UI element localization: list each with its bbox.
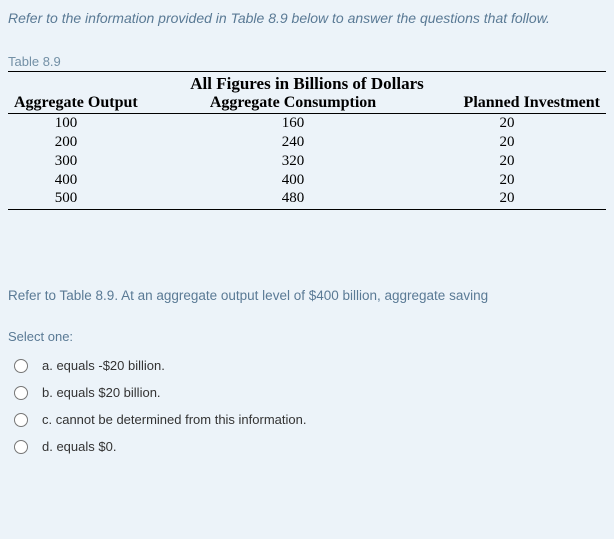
table-cell: 400	[178, 171, 408, 190]
option-c-label: c. cannot be determined from this inform…	[42, 412, 306, 427]
table-cell: 20	[408, 114, 606, 133]
option-d[interactable]: d. equals $0.	[8, 433, 606, 460]
option-a[interactable]: a. equals -$20 billion.	[8, 352, 606, 379]
table-cell: 240	[178, 133, 408, 152]
table-row: 500 480 20	[8, 189, 606, 209]
data-table: All Figures in Billions of Dollars Aggre…	[8, 71, 606, 210]
table-cell: 20	[408, 133, 606, 152]
option-b-label: b. equals $20 billion.	[42, 385, 161, 400]
option-c[interactable]: c. cannot be determined from this inform…	[8, 406, 606, 433]
table-row: 200 240 20	[8, 133, 606, 152]
question-text: Refer to Table 8.9. At an aggregate outp…	[8, 288, 606, 303]
options-group: a. equals -$20 billion. b. equals $20 bi…	[8, 352, 606, 460]
table-label: Table 8.9	[8, 54, 606, 69]
table-cell: 320	[178, 152, 408, 171]
table-cell: 400	[8, 171, 178, 190]
option-d-label: d. equals $0.	[42, 439, 116, 454]
table-cell: 200	[8, 133, 178, 152]
option-a-radio[interactable]	[14, 359, 28, 373]
option-d-radio[interactable]	[14, 440, 28, 454]
table-row: 400 400 20	[8, 171, 606, 190]
table-row: 100 160 20	[8, 114, 606, 133]
col-header-investment: Planned Investment	[408, 94, 606, 114]
table-cell: 480	[178, 189, 408, 209]
col-header-output: Aggregate Output	[8, 94, 178, 114]
table-cell: 20	[408, 189, 606, 209]
option-a-label: a. equals -$20 billion.	[42, 358, 165, 373]
table-cell: 300	[8, 152, 178, 171]
table-cell: 160	[178, 114, 408, 133]
option-c-radio[interactable]	[14, 413, 28, 427]
option-b[interactable]: b. equals $20 billion.	[8, 379, 606, 406]
table-cell: 100	[8, 114, 178, 133]
table-cell: 20	[408, 152, 606, 171]
table-header-row: Aggregate Output Aggregate Consumption P…	[8, 94, 606, 114]
table-cell: 20	[408, 171, 606, 190]
col-header-consumption: Aggregate Consumption	[178, 94, 408, 114]
intro-text: Refer to the information provided in Tab…	[8, 10, 606, 26]
select-one-label: Select one:	[8, 329, 606, 344]
table-cell: 500	[8, 189, 178, 209]
table-super-header: All Figures in Billions of Dollars	[8, 72, 606, 95]
table-row: 300 320 20	[8, 152, 606, 171]
option-b-radio[interactable]	[14, 386, 28, 400]
